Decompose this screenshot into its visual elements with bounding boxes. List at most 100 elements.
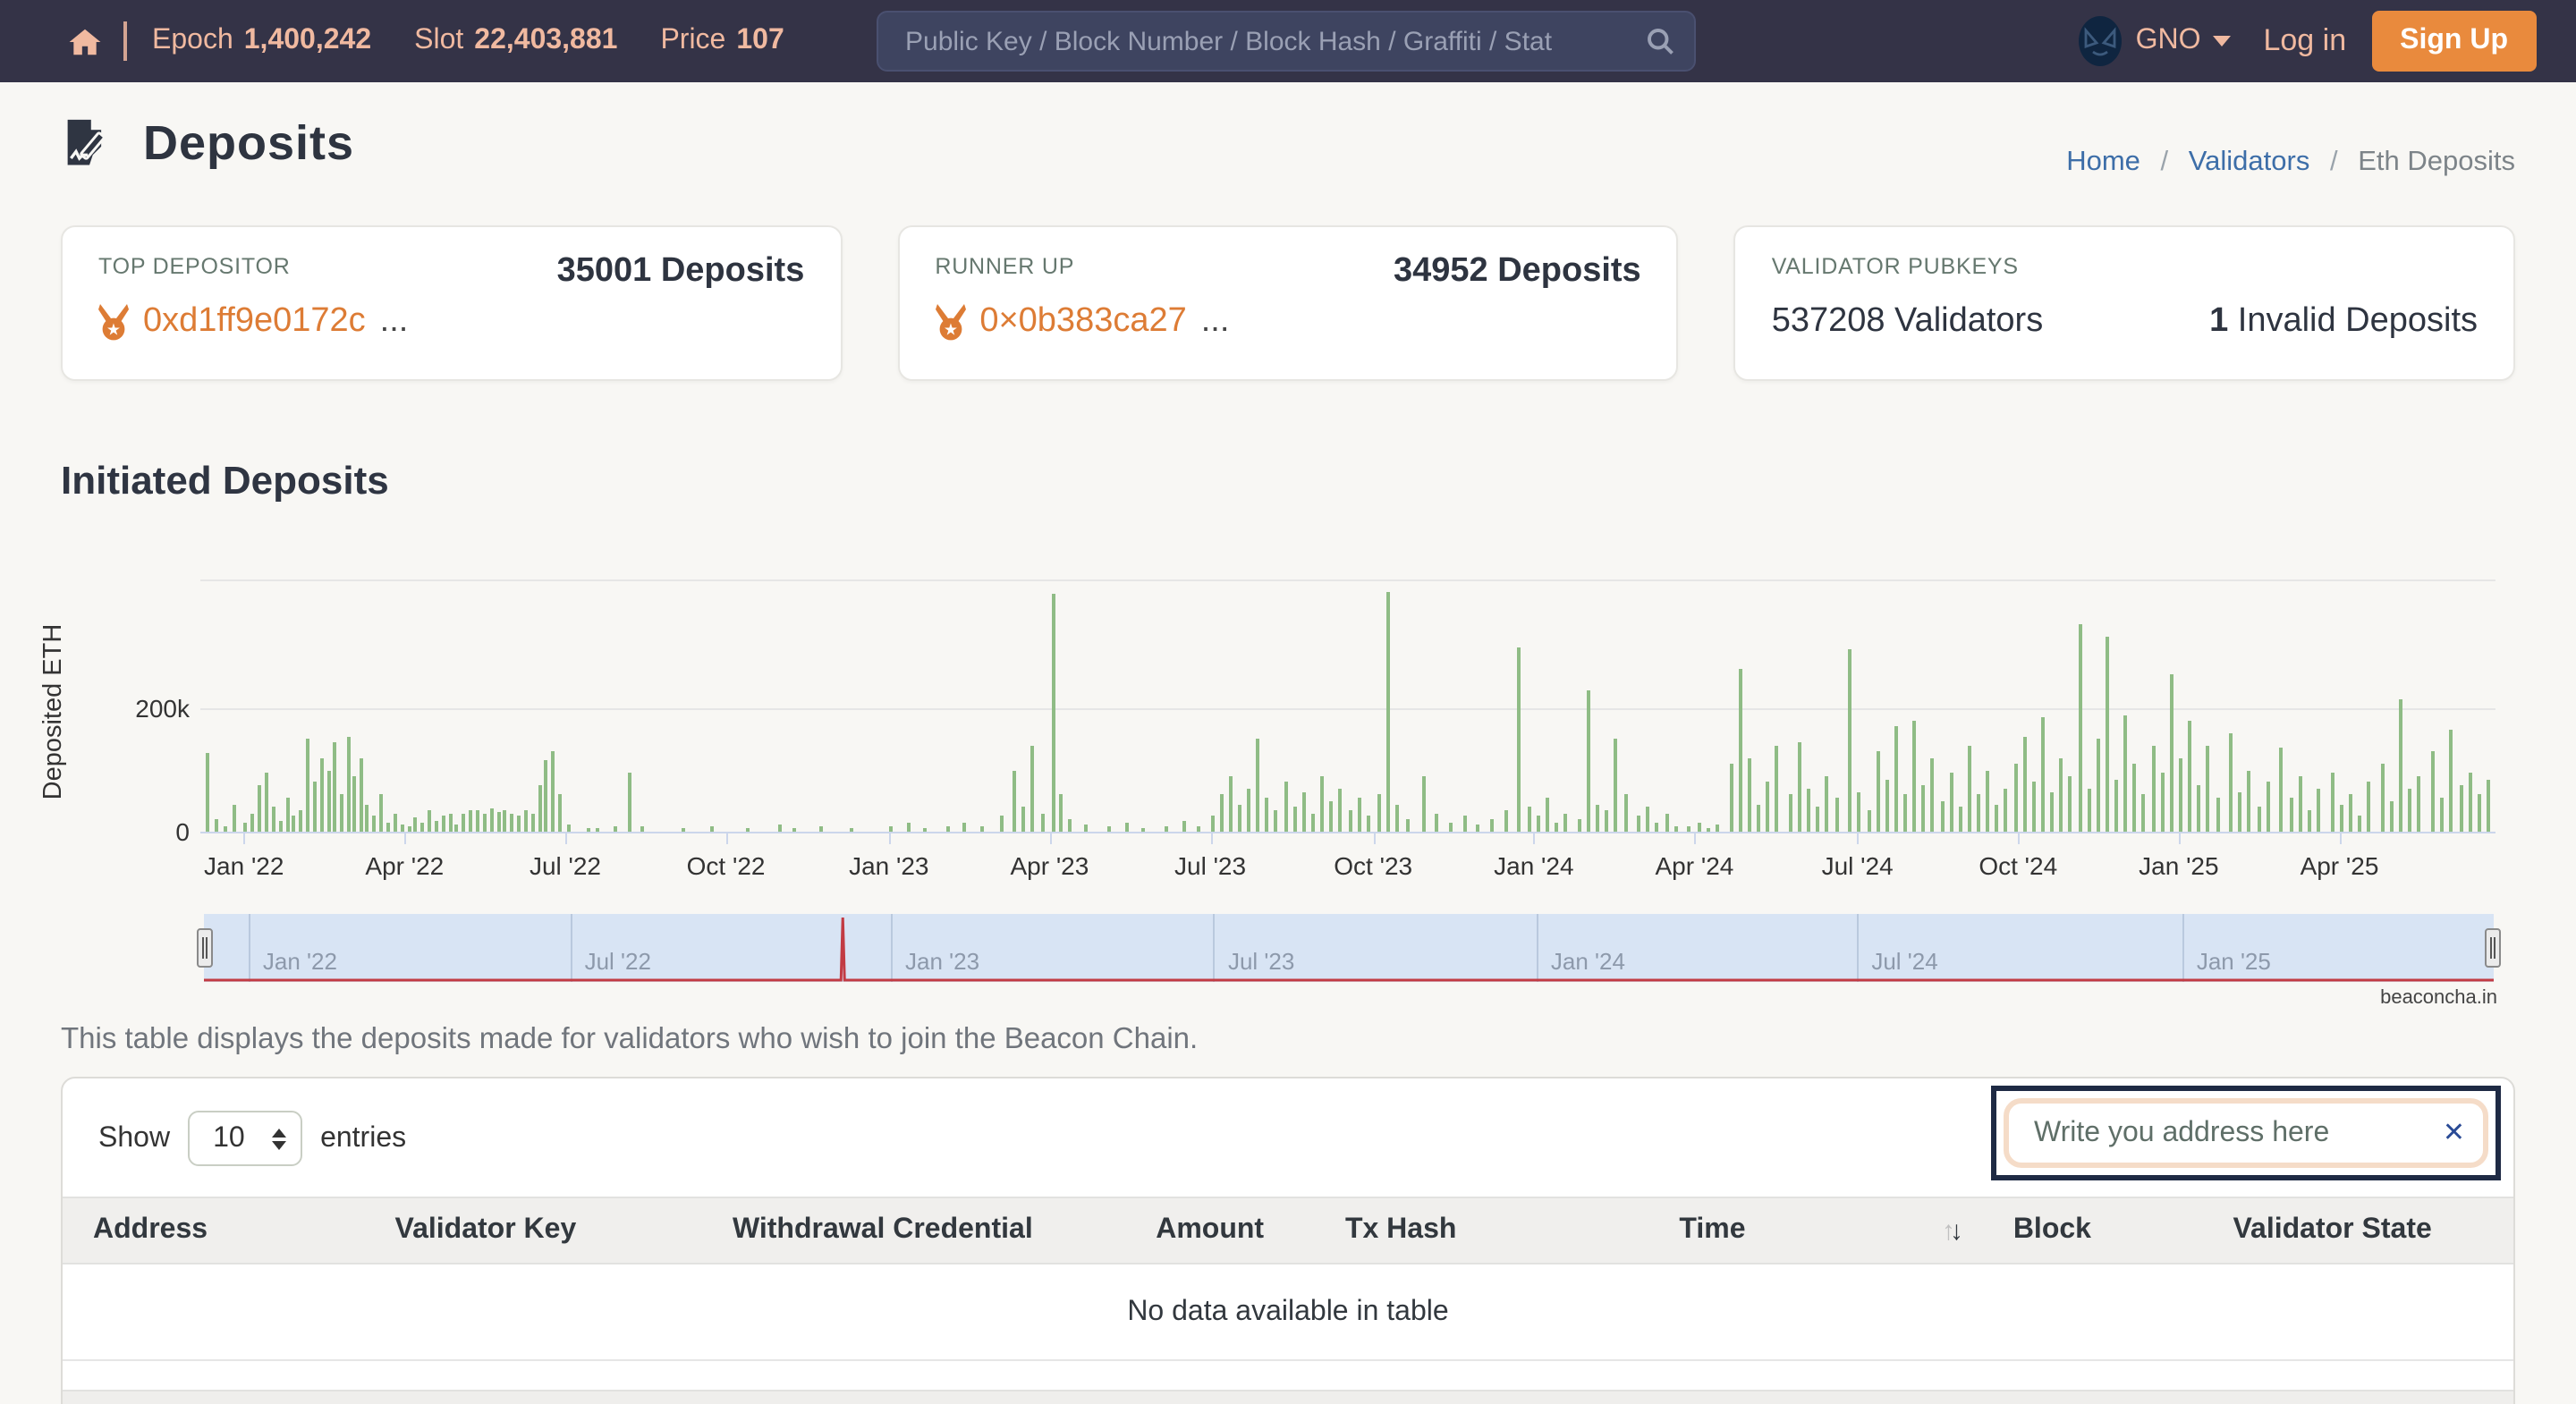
top-navbar: Epoch 1,400,242 Slot 22,403,881 Price 107 xyxy=(0,0,2576,82)
x-tick-label: Jul '23 xyxy=(1174,851,1247,880)
column-header-validator-key[interactable]: Validator Key xyxy=(394,1214,577,1245)
card-value: 35001 Deposits xyxy=(556,252,805,290)
x-tick xyxy=(2178,833,2181,844)
deposit-bar xyxy=(1357,798,1361,832)
deposit-bar xyxy=(1697,822,1700,832)
stat-cards: TOP DEPOSITOR 35001 Deposits ★ 0xd1ff9e0… xyxy=(61,225,2516,381)
deposit-bar xyxy=(567,824,572,832)
column-header-tx-hash[interactable]: Tx Hash xyxy=(1344,1214,1457,1245)
signup-button[interactable]: Sign Up xyxy=(2371,11,2537,72)
deposit-bar xyxy=(1766,782,1769,832)
deposit-bar xyxy=(538,785,542,832)
select-stepper-icon xyxy=(272,1128,287,1149)
deposit-bar xyxy=(326,770,331,832)
x-tick-label: Oct '23 xyxy=(1334,851,1413,880)
deposit-bar xyxy=(319,757,324,832)
deposit-bar xyxy=(627,773,631,832)
column-header-time[interactable]: Time ↑↓ xyxy=(1679,1214,1962,1247)
validator-pubkeys-card: VALIDATOR PUBKEYS 537208 Validators 1 In… xyxy=(1733,225,2516,381)
runner-up-card: RUNNER UP 34952 Deposits ★ 0×0b383ca27..… xyxy=(897,225,1679,381)
deposit-bar xyxy=(352,776,356,832)
login-link[interactable]: Log in xyxy=(2263,23,2347,57)
breadcrumb-home[interactable]: Home xyxy=(2066,147,2140,177)
deposit-bar xyxy=(999,816,1003,832)
top-depositor-address[interactable]: 0xd1ff9e0172c xyxy=(143,302,366,340)
deposit-bar xyxy=(523,810,528,832)
search-input[interactable] xyxy=(902,24,1644,58)
navigator-right-handle[interactable] xyxy=(2485,928,2501,968)
home-icon[interactable] xyxy=(68,24,102,58)
deposit-bar xyxy=(454,824,459,832)
chart-navigator[interactable]: Jan '22 Jul '22 Jan '23 Jul '23 Jan '24 Jul '… xyxy=(204,914,2494,982)
deposit-bar xyxy=(1555,822,1558,832)
deposit-bar xyxy=(1265,798,1269,832)
deposit-bar xyxy=(1348,809,1352,832)
deposit-bar xyxy=(1577,819,1581,832)
clear-filter-icon[interactable]: ✕ xyxy=(2442,1118,2465,1148)
deposit-bar xyxy=(434,820,438,832)
address-filter-input[interactable] xyxy=(2030,1115,2443,1151)
column-header-amount[interactable]: Amount xyxy=(1156,1214,1265,1245)
x-tick-label: Jul '24 xyxy=(1821,851,1894,880)
y-tick-0: 0 xyxy=(175,817,190,846)
medal-icon: ★ xyxy=(935,303,966,340)
x-tick-label: Oct '22 xyxy=(686,851,766,880)
deposit-bar xyxy=(1747,757,1751,832)
navigator-label: Jul '24 xyxy=(1871,948,1938,975)
deposit-bar xyxy=(1986,770,1990,832)
deposit-bar xyxy=(233,804,236,832)
deposit-bar xyxy=(2330,773,2334,832)
column-header-validator-state[interactable]: Validator State xyxy=(2233,1214,2432,1245)
column-header-address[interactable]: Address xyxy=(93,1214,208,1245)
deposit-bar xyxy=(2151,745,2155,832)
deposit-bar xyxy=(2141,794,2146,832)
deposit-bar xyxy=(1545,798,1549,832)
deposit-bar xyxy=(1084,824,1088,832)
deposit-bar xyxy=(285,798,289,832)
deposit-bar xyxy=(682,827,686,832)
x-tick xyxy=(404,833,407,844)
breadcrumb-validators[interactable]: Validators xyxy=(2188,147,2310,177)
column-header-withdrawal-credential[interactable]: Withdrawal Credential xyxy=(732,1214,1033,1245)
deposit-bar xyxy=(1504,809,1508,832)
deposit-bar xyxy=(1563,813,1568,832)
runner-up-address[interactable]: 0×0b383ca27 xyxy=(979,302,1187,340)
deposit-bar xyxy=(413,817,418,832)
card-value: 34952 Deposits xyxy=(1393,252,1641,290)
validators-count: 537208 Validators xyxy=(1771,302,2044,340)
deposit-bar xyxy=(1237,804,1241,832)
deposit-bar xyxy=(1274,809,1278,832)
navigator-left-handle[interactable] xyxy=(197,928,213,968)
deposit-bar xyxy=(223,826,227,832)
deposit-bar xyxy=(1106,826,1111,832)
deposit-bar xyxy=(1338,788,1343,832)
x-tick xyxy=(1049,833,1052,844)
y-tick-200k: 200k xyxy=(135,694,190,723)
deposit-bar xyxy=(2031,782,2036,832)
table-controls: Show 10 entries ✕ xyxy=(63,1078,2513,1197)
deposit-bar xyxy=(441,816,445,832)
column-header-block[interactable]: Block xyxy=(2012,1214,2091,1245)
search-icon[interactable] xyxy=(1644,25,1676,57)
deposit-bar xyxy=(1775,745,1779,832)
navigator-gridline xyxy=(570,914,572,982)
page-size-select[interactable]: 10 xyxy=(188,1111,303,1166)
deposit-bar xyxy=(503,809,507,832)
deposit-bar xyxy=(1311,813,1315,832)
deposit-bar xyxy=(2257,807,2261,832)
deposit-bar xyxy=(1912,720,1917,832)
deposit-bar xyxy=(1284,782,1288,832)
x-tick xyxy=(243,833,246,844)
deposit-bar xyxy=(496,812,500,832)
deposits-chart[interactable] xyxy=(200,579,2496,833)
deposit-bar xyxy=(2096,739,2100,832)
deposit-bar xyxy=(393,813,397,832)
deposit-bar xyxy=(613,826,617,832)
deposit-bar xyxy=(2132,764,2137,832)
deposit-bar xyxy=(2178,757,2182,832)
deposit-bar xyxy=(1527,807,1531,832)
currency-dropdown[interactable]: GNO xyxy=(2077,14,2232,68)
x-tick-label: Oct '24 xyxy=(1979,851,2058,880)
x-tick-label: Jul '22 xyxy=(529,851,601,880)
epoch-stat: Epoch 1,400,242 xyxy=(152,25,372,55)
